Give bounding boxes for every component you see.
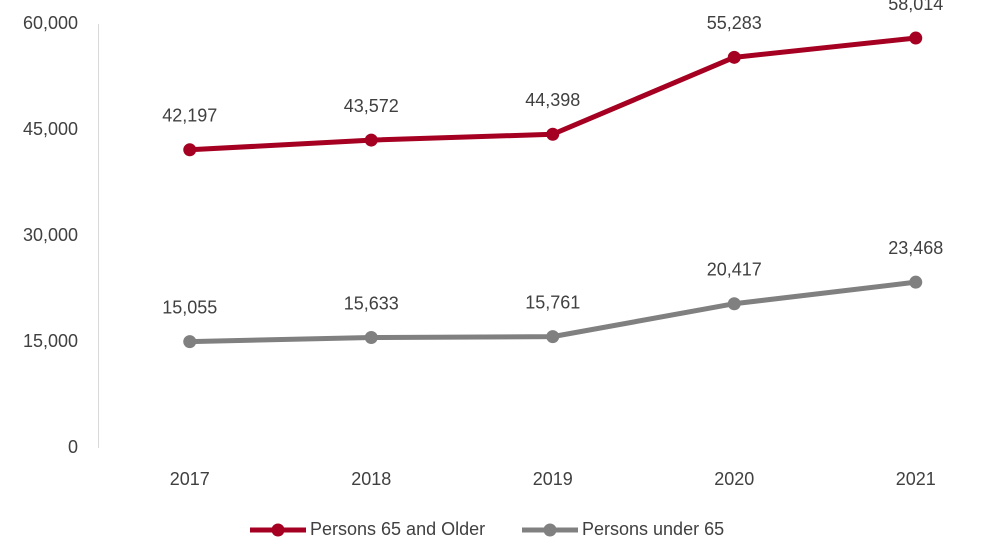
point: [364, 331, 378, 345]
legend-label: Persons under 65: [582, 519, 724, 539]
point: [364, 133, 378, 147]
data-label: 15,633: [344, 293, 399, 313]
point: [909, 275, 923, 289]
y-tick-label: 30,000: [23, 225, 78, 245]
point: [546, 127, 560, 141]
y-tick-label: 60,000: [23, 13, 78, 33]
data-label: 58,014: [888, 0, 943, 14]
data-label: 42,197: [162, 106, 217, 126]
data-label: 43,572: [344, 96, 399, 116]
point: [727, 297, 741, 311]
legend-label: Persons 65 and Older: [310, 519, 485, 539]
point: [183, 335, 197, 349]
data-label: 55,283: [707, 13, 762, 33]
point: [909, 31, 923, 45]
data-label: 23,468: [888, 238, 943, 258]
data-label: 15,761: [525, 292, 580, 312]
legend-marker: [543, 523, 557, 537]
data-label: 20,417: [707, 259, 762, 279]
x-tick-label: 2018: [351, 469, 391, 489]
y-tick-label: 15,000: [23, 331, 78, 351]
point: [546, 330, 560, 344]
data-label: 44,398: [525, 90, 580, 110]
data-label: 15,055: [162, 297, 217, 317]
x-tick-label: 2019: [533, 469, 573, 489]
y-tick-label: 45,000: [23, 119, 78, 139]
point: [183, 143, 197, 157]
x-tick-label: 2020: [714, 469, 754, 489]
legend-marker: [271, 523, 285, 537]
point: [727, 50, 741, 64]
x-tick-label: 2021: [896, 469, 936, 489]
x-tick-label: 2017: [170, 469, 210, 489]
y-tick-label: 0: [68, 437, 78, 457]
